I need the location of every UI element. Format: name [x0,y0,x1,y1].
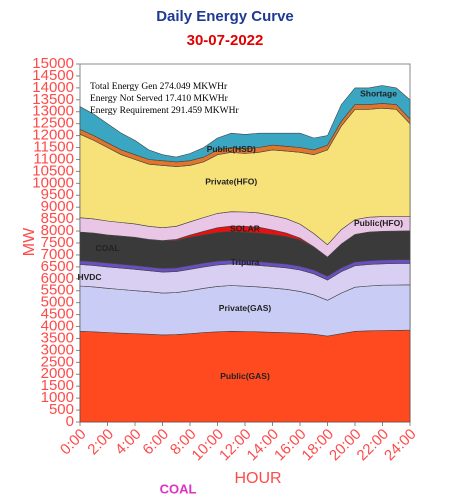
chart-subtitle: 30-07-2022 [187,32,264,49]
y-tick-label: 14000 [32,79,74,96]
y-tick-label: 13000 [32,103,74,120]
series-label: Private(HFO) [205,176,257,186]
y-tick-label: 7500 [41,234,74,251]
annotation: Total Energy Gen 274.049 MKWHr [90,82,228,92]
y-tick-label: 15000 [32,55,74,72]
y-tick-label: 8500 [41,210,74,227]
series-label: Public(HFO) [354,218,403,228]
y-tick-label: 3500 [41,329,74,346]
series-label: Public(GAS) [220,371,270,381]
y-tick-label: 5000 [41,294,74,311]
y-tick-label: 2000 [41,365,74,382]
y-tick-label: 4500 [41,306,74,323]
y-tick-label: 1500 [41,377,74,394]
y-tick-label: 10000 [32,174,74,191]
y-tick-label: 11500 [33,139,74,156]
series-label: HVDC [77,272,101,282]
series-label: COAL [95,243,119,253]
annotation: Energy Not Served 17.410 MKWHr [90,94,229,104]
y-tick-label: 0 [66,413,74,430]
stray-label: COAL [160,481,197,496]
y-tick-label: 5500 [41,282,74,299]
y-tick-label: 9000 [41,198,74,215]
y-tick-label: 4000 [41,318,74,335]
y-tick-label: 12000 [32,127,74,144]
series-label: Public(HSD) [207,144,256,154]
series-label: Shortage [360,89,397,99]
y-tick-label: 8000 [41,222,74,239]
y-tick-label: 6000 [41,270,74,287]
y-tick-label: 12500 [32,115,74,132]
y-tick-label: 500 [49,401,74,418]
y-axis-label: MW [21,227,38,256]
series-label: Tripura [231,257,260,267]
series-label: SOLAR [230,224,260,234]
y-tick-label: 10500 [32,162,74,179]
y-tick-label: 2500 [41,353,74,370]
annotation: Energy Requirement 291.459 MKWHr [90,106,239,116]
chart-title: Daily Energy Curve [156,8,294,25]
y-tick-label: 3000 [41,341,74,358]
series-label: Private(GAS) [219,303,272,313]
x-axis-label: HOUR [234,470,281,487]
y-tick-label: 13500 [32,91,74,108]
y-tick-label: 1000 [41,389,74,406]
y-tick-label: 7000 [41,246,74,263]
y-tick-label: 6500 [41,258,74,275]
area [79,85,411,163]
y-tick-label: 9500 [41,186,74,203]
y-tick-label: 14500 [32,67,74,84]
y-tick-label: 11000 [33,150,74,167]
